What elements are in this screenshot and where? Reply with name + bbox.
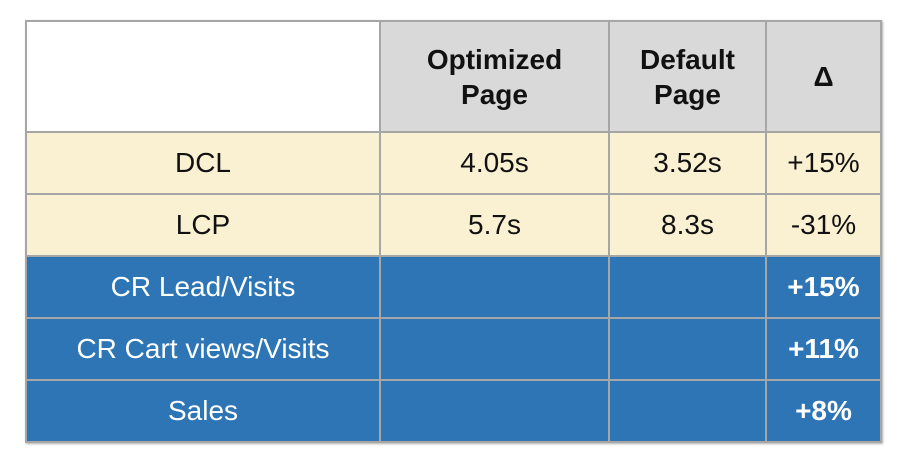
- optimized-value-cell: [379, 255, 610, 319]
- column-header-optimized-page: Optimized Page: [379, 20, 610, 133]
- row-label: CR Cart views/Visits: [25, 317, 381, 381]
- optimized-value-cell: [379, 379, 610, 443]
- default-value-cell: 8.3s: [608, 193, 767, 257]
- row-label: DCL: [25, 131, 381, 195]
- delta-value-cell: -31%: [765, 193, 882, 257]
- comparison-table: Optimized Page Default Page Δ DCL 4.05s …: [25, 20, 882, 443]
- optimized-value-cell: [379, 317, 610, 381]
- delta-value-cell: +8%: [765, 379, 882, 443]
- table-row-cr-lead-visits: CR Lead/Visits +15%: [25, 255, 882, 319]
- delta-value-cell: +15%: [765, 131, 882, 195]
- table-header: Optimized Page Default Page Δ: [25, 20, 882, 133]
- header-row: Optimized Page Default Page Δ: [25, 20, 882, 133]
- default-value-cell: [608, 379, 767, 443]
- optimized-value-cell: 4.05s: [379, 131, 610, 195]
- row-label: CR Lead/Visits: [25, 255, 381, 319]
- corner-header-cell: [25, 20, 381, 133]
- default-value-cell: 3.52s: [608, 131, 767, 195]
- table-row-dcl: DCL 4.05s 3.52s +15%: [25, 131, 882, 195]
- delta-value-cell: +11%: [765, 317, 882, 381]
- row-label: LCP: [25, 193, 381, 257]
- table-row-sales: Sales +8%: [25, 379, 882, 443]
- table-row-cr-cart-views-visits: CR Cart views/Visits +11%: [25, 317, 882, 381]
- delta-value-cell: +15%: [765, 255, 882, 319]
- optimized-value-cell: 5.7s: [379, 193, 610, 257]
- row-label: Sales: [25, 379, 381, 443]
- table-body: DCL 4.05s 3.52s +15% LCP 5.7s 8.3s -31% …: [25, 131, 882, 443]
- table-row-lcp: LCP 5.7s 8.3s -31%: [25, 193, 882, 257]
- column-header-delta: Δ: [765, 20, 882, 133]
- column-header-default-page: Default Page: [608, 20, 767, 133]
- default-value-cell: [608, 255, 767, 319]
- default-value-cell: [608, 317, 767, 381]
